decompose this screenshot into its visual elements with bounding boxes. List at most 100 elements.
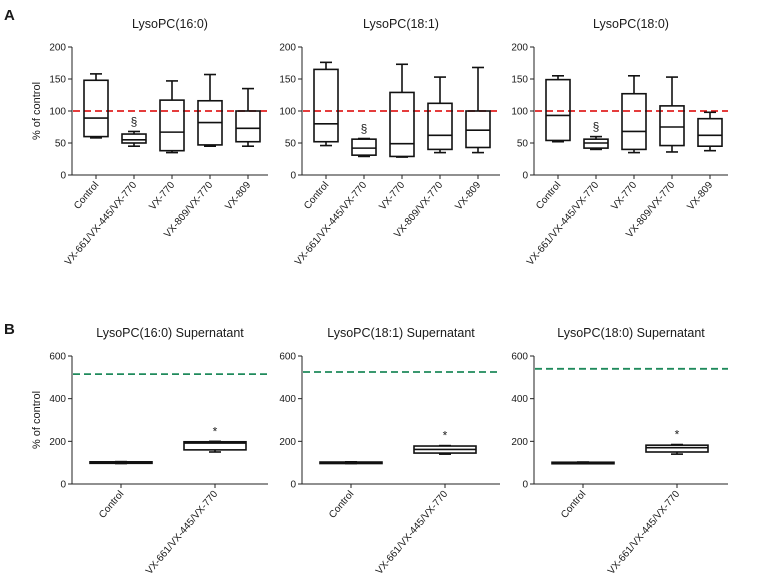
chart-2-ytick-label: 100 [279,107,296,118]
chart-3-category-label: VX-809 [685,180,715,213]
chart-2-box-3 [389,63,415,158]
chart-1-box-1 [83,73,109,139]
chart-1-ytick-label: 100 [49,107,66,118]
chart-3: LysoPC(18:0) 0 50 100 150 200 Control § VX-661/V… [511,17,728,268]
chart-6-ytick-label: 400 [511,394,528,405]
chart-1: LysoPC(16:0) 0 50 100 150 200 % of control Cont… [31,17,268,268]
chart-3-ytick-label: 100 [511,107,528,118]
chart-2-category-label: VX-809 [453,180,483,213]
chart-1-box-3 [159,80,185,154]
chart-2-ytick-label: 200 [279,43,296,54]
chart-2-box-4 [427,76,453,154]
chart-2-category-label: Control [302,180,331,212]
chart-6-ytick-label: 0 [522,480,528,491]
chart-1-category-label: VX-661/VX-445/VX-770 [63,180,140,268]
chart-3-ytick-label: 50 [517,139,529,150]
chart-5-box-2: * [413,429,477,455]
chart-5-category-label: VX-661/VX-445/VX-770 [374,489,451,577]
significance-marker: * [443,429,448,443]
iqr-box [621,92,647,151]
significance-marker: § [593,120,600,134]
chart-3-ytick-label: 150 [511,75,528,86]
chart-1-ylabel: % of control [31,82,43,140]
panel-letter-a: A [4,7,15,24]
chart-6-ytick-label: 600 [511,352,528,363]
chart-3-box-5 [697,111,723,152]
chart-2-ytick-label: 50 [285,139,297,150]
chart-3-category-label: VX-770 [609,180,639,213]
chart-1-box-5 [235,87,261,147]
chart-1-title: LysoPC(16:0) [132,17,208,31]
chart-1-category-label: Control [72,180,101,212]
chart-4-ytick-label: 200 [49,437,66,448]
iqr-box [389,91,415,158]
chart-5-box-1 [319,461,383,465]
chart-3-box-2: § [583,120,609,151]
significance-marker: § [131,114,138,128]
chart-2-category-label: VX-661/VX-445/VX-770 [293,180,370,268]
chart-4: LysoPC(16:0) Supernatant 0 200 400 600 % of c… [31,326,268,577]
chart-5-ytick-label: 0 [290,480,296,491]
chart-6-category-label: VX-661/VX-445/VX-770 [606,489,683,577]
chart-1-category-label: VX-809 [223,180,253,213]
chart-3-ytick-label: 0 [522,171,528,182]
charts-group: LysoPC(16:0) 0 50 100 150 200 % of control Cont… [31,17,728,577]
iqr-box [427,102,453,151]
chart-4-category-label: Control [97,489,126,521]
significance-marker: * [675,428,680,442]
chart-4-category-label: VX-661/VX-445/VX-770 [144,489,221,577]
chart-4-ytick-label: 600 [49,352,66,363]
chart-5-ytick-label: 600 [279,352,296,363]
chart-4-box-2: * [183,424,247,453]
chart-3-category-label: Control [534,180,563,212]
chart-2-ytick-label: 150 [279,75,296,86]
chart-6-ytick-label: 200 [511,437,528,448]
chart-1-ytick-label: 200 [49,43,66,54]
chart-4-ytick-label: 400 [49,394,66,405]
chart-6-title: LysoPC(18:0) Supernatant [557,326,705,340]
chart-1-category-label: VX-770 [147,180,177,213]
chart-4-box-1 [89,460,153,465]
chart-5-title: LysoPC(18:1) Supernatant [327,326,475,340]
chart-3-box-4 [659,76,685,153]
chart-2-title: LysoPC(18:1) [363,17,439,31]
chart-3-box-1 [545,75,571,143]
chart-2-category-label: VX-770 [377,180,407,213]
chart-3-title: LysoPC(18:0) [593,17,669,31]
chart-5-ytick-label: 200 [279,437,296,448]
chart-4-title: LysoPC(16:0) Supernatant [96,326,244,340]
chart-3-ytick-label: 200 [511,43,528,54]
chart-1-ytick-label: 0 [60,171,66,182]
iqr-box [645,444,709,453]
significance-marker: * [213,424,218,438]
chart-3-category-label: VX-661/VX-445/VX-770 [525,180,602,268]
iqr-box [121,133,147,144]
chart-2-box-2: § [351,122,377,158]
chart-6-category-label: Control [559,489,588,521]
chart-6-box-2: * [645,428,709,455]
chart-2-ytick-label: 0 [290,171,296,182]
panel-letter-b: B [4,321,15,338]
iqr-box [465,110,491,149]
iqr-box [83,79,109,138]
chart-5-ytick-label: 400 [279,394,296,405]
chart-4-ytick-label: 0 [60,480,66,491]
chart-1-ytick-label: 150 [49,75,66,86]
iqr-box [313,68,339,143]
chart-5: LysoPC(18:1) Supernatant 0 200 400 600 Contro… [279,326,500,577]
chart-3-box-3 [621,75,647,154]
chart-2: LysoPC(18:1) 0 50 100 150 200 Control § VX-661/V… [279,17,500,268]
chart-6-box-1 [551,461,615,465]
chart-1-box-2: § [121,114,147,147]
chart-1-box-4 [197,73,223,147]
chart-2-box-1 [313,61,339,147]
iqr-box [697,117,723,148]
iqr-box [351,138,377,156]
iqr-box [659,105,685,147]
iqr-box [159,99,185,152]
significance-marker: § [361,122,368,136]
iqr-box [235,110,261,143]
iqr-box [183,440,247,451]
chart-1-ytick-label: 50 [55,139,67,150]
